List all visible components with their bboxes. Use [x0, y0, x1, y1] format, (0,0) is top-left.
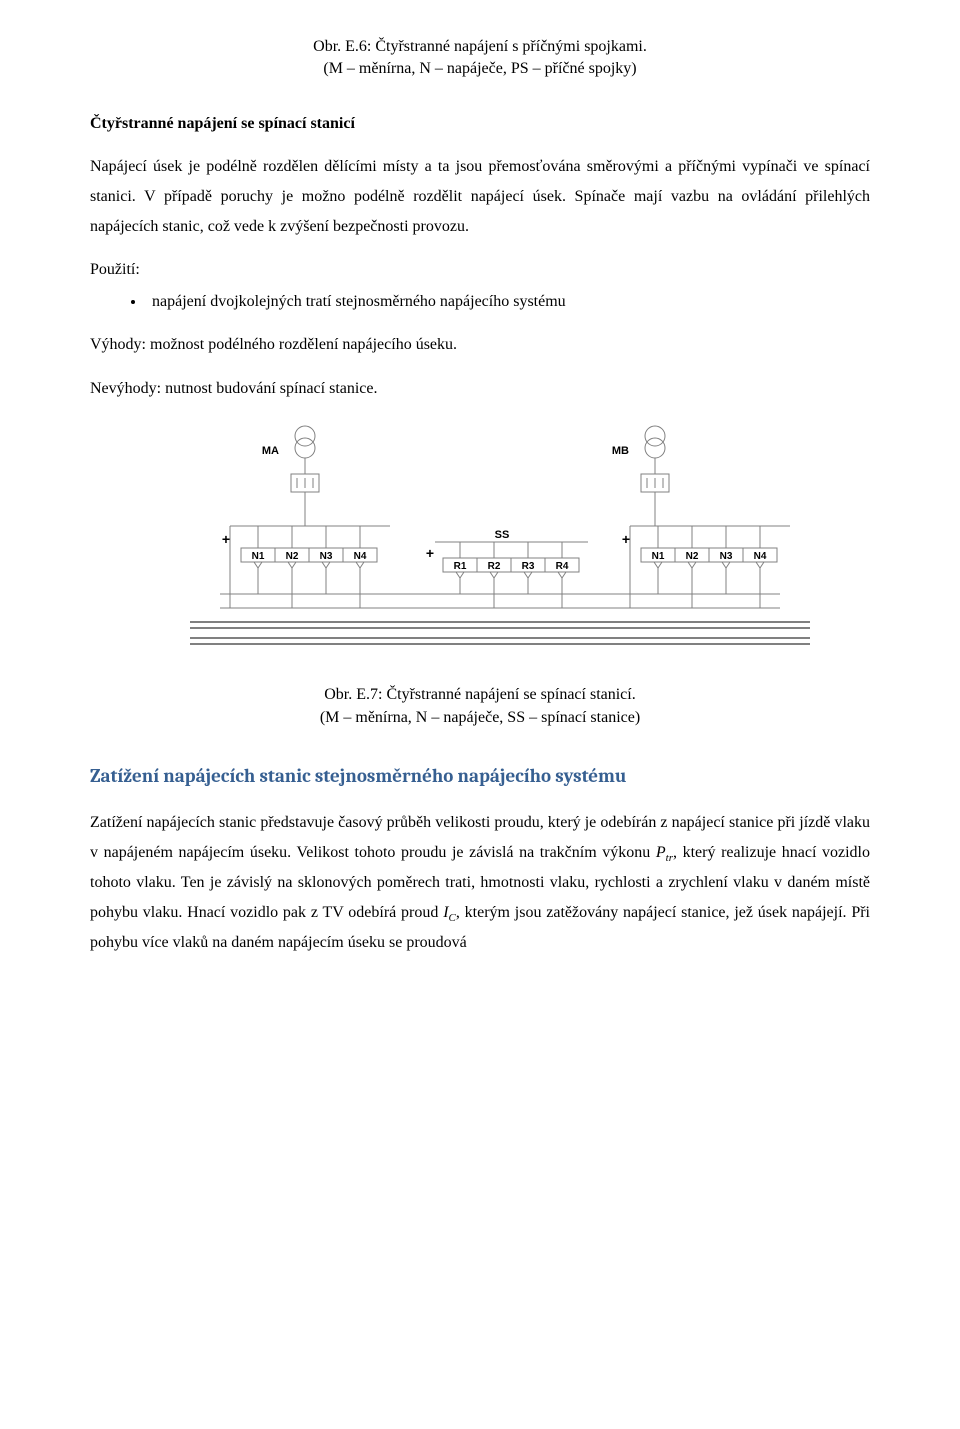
heading-text: Čtyřstranné napájení se spínací stanicí: [90, 115, 355, 132]
svg-text:R1: R1: [454, 561, 467, 572]
svg-text:R4: R4: [556, 561, 569, 572]
svg-text:N3: N3: [320, 551, 333, 562]
bullet-list: napájení dvojkolejných tratí stejnosměrn…: [90, 287, 870, 317]
schematic-svg: MA MB SS + + + N1 N2 N3 N4 N1 N2 N3 N4 R1 R2 R3 R4: [130, 418, 830, 668]
svg-text:N4: N4: [354, 551, 367, 562]
svg-text:SS: SS: [495, 529, 510, 541]
advantages-line: Výhody: možnost podélného rozdělení napá…: [90, 330, 870, 360]
section-heading-blue: Zatížení napájecích stanic stejnosměrnéh…: [90, 759, 870, 794]
body-paragraph: Napájecí úsek je podélně rozdělen dělící…: [90, 152, 870, 241]
svg-text:R3: R3: [522, 561, 535, 572]
svg-text:N2: N2: [686, 551, 699, 562]
svg-text:N4: N4: [754, 551, 767, 562]
body-paragraph: Zatížení napájecích stanic představuje č…: [90, 808, 870, 958]
svg-text:N1: N1: [252, 551, 265, 562]
svg-text:+: +: [622, 531, 630, 547]
caption-line: (M – měnírna, N – napáječe, SS – spínací…: [320, 709, 640, 726]
disadvantages-line: Nevýhody: nutnost budování spínací stani…: [90, 374, 870, 404]
caption-line: Obr. E.7: Čtyřstranné napájení se spínac…: [324, 686, 635, 703]
section-subheading: Čtyřstranné napájení se spínací stanicí: [90, 109, 870, 139]
svg-text:MA: MA: [262, 445, 279, 457]
svg-text:+: +: [222, 531, 230, 547]
variable-subscript: C: [449, 912, 456, 924]
figure-caption-e6: Obr. E.6: Čtyřstranné napájení s příčným…: [90, 36, 870, 81]
svg-text:+: +: [426, 545, 434, 561]
caption-line: Obr. E.6: Čtyřstranné napájení s příčným…: [313, 38, 647, 55]
figure-e7-diagram: MA MB SS + + + N1 N2 N3 N4 N1 N2 N3 N4 R1 R2 R3 R4: [90, 418, 870, 679]
use-label: Použití:: [90, 255, 870, 285]
figure-caption-e7: Obr. E.7: Čtyřstranné napájení se spínac…: [90, 684, 870, 729]
variable-symbol: P: [656, 844, 666, 861]
caption-line: (M – měnírna, N – napáječe, PS – příčné …: [323, 60, 636, 77]
svg-text:N1: N1: [652, 551, 665, 562]
svg-text:N3: N3: [720, 551, 733, 562]
svg-text:N2: N2: [286, 551, 299, 562]
svg-text:MB: MB: [612, 445, 629, 457]
list-item: napájení dvojkolejných tratí stejnosměrn…: [146, 287, 870, 317]
svg-text:R2: R2: [488, 561, 501, 572]
variable-subscript: tr: [666, 852, 673, 864]
